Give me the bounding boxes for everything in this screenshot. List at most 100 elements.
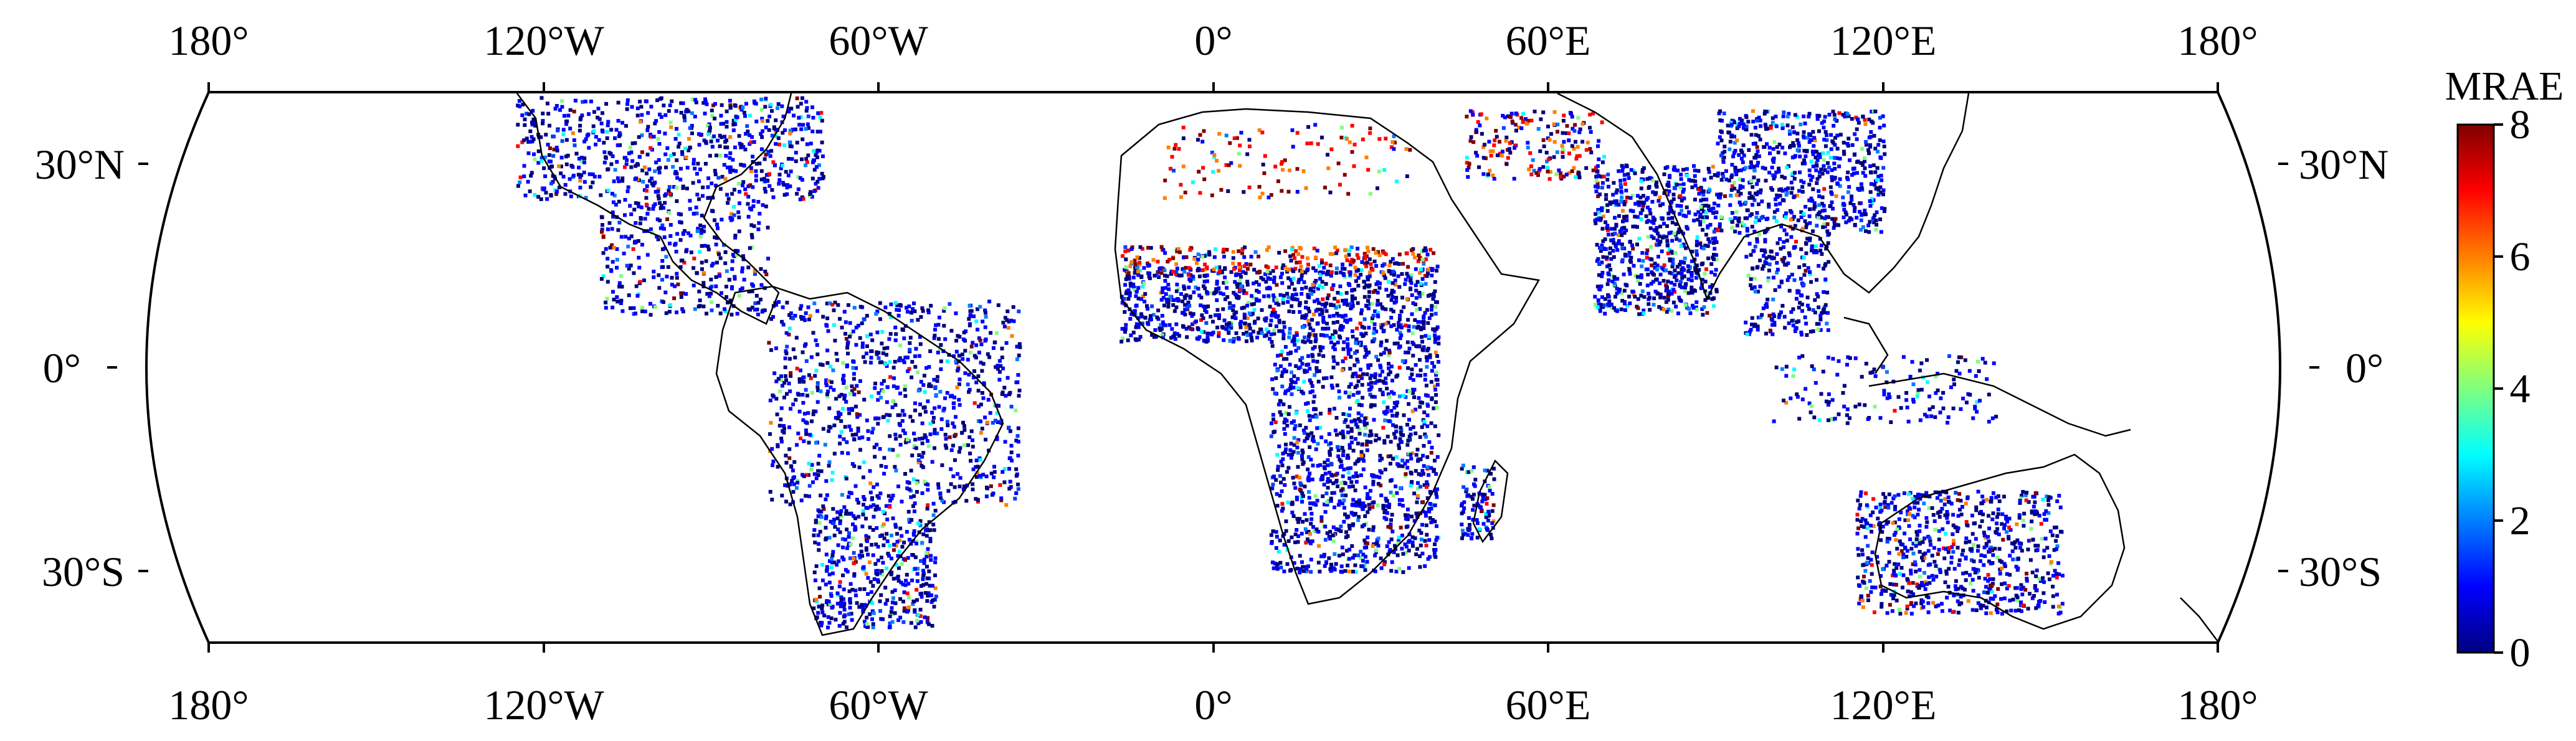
station-point	[768, 154, 772, 158]
station-point	[1427, 509, 1432, 514]
station-point	[872, 445, 877, 450]
station-point	[1429, 451, 1433, 455]
station-point	[1259, 329, 1263, 333]
station-point	[844, 320, 848, 324]
station-point	[1138, 335, 1143, 339]
station-point	[1685, 205, 1689, 209]
station-point	[782, 182, 786, 187]
station-point	[1395, 400, 1399, 405]
station-point	[672, 152, 676, 156]
station-point	[1181, 125, 1186, 130]
station-point	[1404, 544, 1409, 549]
station-point	[1331, 336, 1336, 339]
station-point	[778, 389, 782, 394]
station-point	[1333, 505, 1336, 509]
station-point	[885, 566, 889, 570]
station-point	[825, 361, 830, 365]
station-point	[644, 202, 649, 207]
station-point	[1313, 281, 1317, 285]
station-point	[1009, 318, 1014, 323]
station-point	[913, 401, 917, 405]
station-point	[1389, 291, 1394, 296]
station-point	[806, 473, 810, 477]
station-point	[895, 308, 899, 312]
station-point	[728, 105, 733, 110]
station-point	[835, 358, 839, 362]
station-point	[1355, 357, 1359, 362]
station-point	[1136, 296, 1141, 301]
station-point	[660, 259, 665, 263]
station-point	[1323, 471, 1328, 476]
station-point	[1413, 255, 1417, 260]
station-point	[873, 455, 877, 459]
station-point	[692, 158, 696, 162]
station-point	[1391, 493, 1395, 498]
station-point	[1425, 308, 1429, 312]
station-point	[1307, 334, 1311, 339]
station-point	[605, 130, 609, 134]
station-point	[1390, 379, 1394, 383]
station-point	[984, 314, 988, 319]
station-point	[1298, 554, 1302, 558]
station-point	[918, 335, 922, 339]
station-point	[1154, 334, 1158, 339]
station-point	[982, 381, 986, 385]
station-point	[1422, 248, 1426, 253]
station-point	[1427, 440, 1432, 445]
station-point	[1018, 345, 1022, 349]
station-point	[1428, 248, 1433, 252]
station-point	[1376, 290, 1380, 295]
station-point	[1364, 283, 1369, 288]
station-point	[706, 247, 711, 252]
station-point	[718, 256, 723, 260]
station-point	[1209, 314, 1213, 319]
station-point	[913, 365, 918, 369]
station-point	[1404, 323, 1407, 328]
station-point	[658, 166, 662, 170]
station-point	[1401, 262, 1405, 266]
station-point	[1383, 468, 1387, 471]
station-point	[913, 608, 917, 612]
station-point	[756, 301, 761, 305]
station-point	[1347, 484, 1351, 489]
station-point	[1422, 314, 1426, 319]
station-point	[1346, 425, 1350, 428]
station-point	[626, 244, 630, 248]
station-point	[771, 160, 776, 164]
station-point	[1392, 405, 1397, 410]
station-point	[733, 234, 738, 238]
station-point	[985, 485, 989, 489]
station-point	[862, 587, 867, 592]
station-point	[829, 616, 834, 620]
station-point	[1281, 451, 1285, 456]
station-point	[591, 124, 596, 128]
station-point	[1277, 329, 1281, 333]
station-point	[999, 421, 1004, 425]
station-point	[1371, 247, 1376, 251]
station-point	[690, 124, 694, 128]
station-point	[612, 245, 616, 250]
station-point	[760, 116, 764, 121]
station-point	[758, 161, 762, 166]
station-point	[900, 327, 905, 331]
station-point	[718, 144, 722, 148]
station-point	[1700, 278, 1704, 282]
station-point	[1159, 323, 1163, 327]
station-point	[1278, 410, 1282, 414]
station-point	[549, 193, 553, 197]
station-point	[1358, 504, 1362, 508]
station-point	[873, 562, 878, 566]
station-point	[863, 620, 867, 624]
station-point	[1245, 267, 1250, 271]
station-point	[1356, 425, 1360, 429]
station-point	[1353, 273, 1357, 277]
station-point	[891, 384, 896, 389]
station-point	[552, 135, 556, 139]
station-point	[1276, 303, 1281, 307]
station-point	[1321, 270, 1325, 275]
station-point	[1348, 407, 1352, 411]
station-point	[1359, 311, 1363, 316]
station-point	[625, 189, 630, 194]
station-point	[1631, 247, 1635, 251]
station-point	[625, 98, 630, 102]
